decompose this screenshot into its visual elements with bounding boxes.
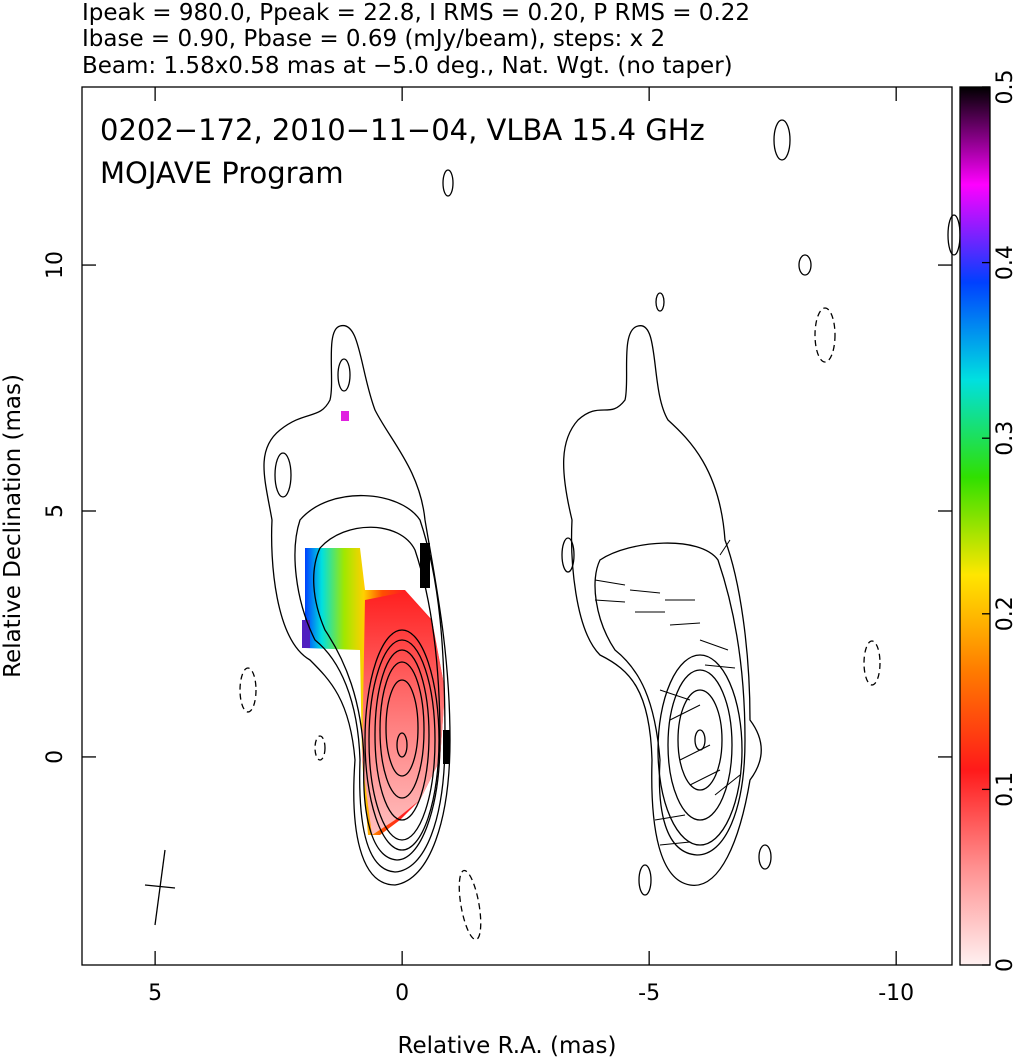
contour <box>947 214 961 256</box>
annotation: 0202−172, 2010−11−04, VLBA 15.4 GHz <box>100 113 705 147</box>
header-line: Beam: 1.58x0.58 mas at −5.0 deg., Nat. W… <box>82 53 733 79</box>
contour <box>562 325 762 886</box>
negative-contour <box>814 307 836 363</box>
pixel <box>443 730 450 764</box>
contour <box>798 254 812 276</box>
negative-contour <box>458 869 482 941</box>
colorbar-tick-label: 0.3 <box>993 421 1018 456</box>
pixel <box>420 543 430 588</box>
contour <box>657 654 743 846</box>
colorbar-tick-label: 0.5 <box>993 70 1018 105</box>
contour <box>694 729 706 751</box>
contour <box>364 629 440 851</box>
y-tick-label: 10 <box>43 251 68 279</box>
contour <box>442 169 454 197</box>
contour <box>263 325 451 886</box>
contour <box>368 639 436 841</box>
contour <box>337 358 351 392</box>
image-layer <box>144 119 961 941</box>
negative-contour <box>239 667 257 713</box>
colorbar-tick-label: 0.4 <box>993 245 1018 280</box>
contour <box>667 669 733 821</box>
negative-contour <box>314 735 326 761</box>
contour <box>379 661 425 799</box>
colorbar-tick-label: 0 <box>993 958 1018 972</box>
y-tick-label: 5 <box>43 504 68 518</box>
header-line: Ipeak = 980.0, Ppeak = 22.8, I RMS = 0.2… <box>82 0 750 26</box>
header-line: Ibase = 0.90, Pbase = 0.69 (mJy/beam), s… <box>82 26 665 52</box>
plot-frame <box>81 86 953 966</box>
x-tick-label: 5 <box>148 981 162 1006</box>
contour <box>773 119 791 161</box>
x-tick-label: -5 <box>638 981 660 1006</box>
contour <box>385 679 419 777</box>
contour <box>594 542 746 856</box>
x-tick-label: 0 <box>395 981 409 1006</box>
y-axis-label: Relative Declination (mas) <box>0 374 26 678</box>
contour <box>294 494 446 873</box>
contour <box>274 452 292 498</box>
y-tick-label: 0 <box>43 750 68 764</box>
contour <box>374 649 430 821</box>
contour <box>313 526 441 861</box>
colorbar <box>959 86 991 966</box>
annotation: MOJAVE Program <box>100 156 344 190</box>
contour <box>638 864 652 896</box>
x-tick-label: -10 <box>878 981 914 1006</box>
polarization-vectors <box>594 539 741 846</box>
pixel <box>341 411 349 421</box>
colorbar-tick-label: 0.2 <box>993 596 1018 631</box>
pixel <box>302 620 310 648</box>
negative-contour <box>863 640 881 686</box>
contour <box>561 537 575 573</box>
colorbar-tick-label: 0.1 <box>993 772 1018 807</box>
contour <box>758 844 772 870</box>
x-axis-label: Relative R.A. (mas) <box>398 1033 617 1059</box>
contour <box>655 292 665 312</box>
contour <box>677 689 723 791</box>
contour <box>396 732 408 758</box>
